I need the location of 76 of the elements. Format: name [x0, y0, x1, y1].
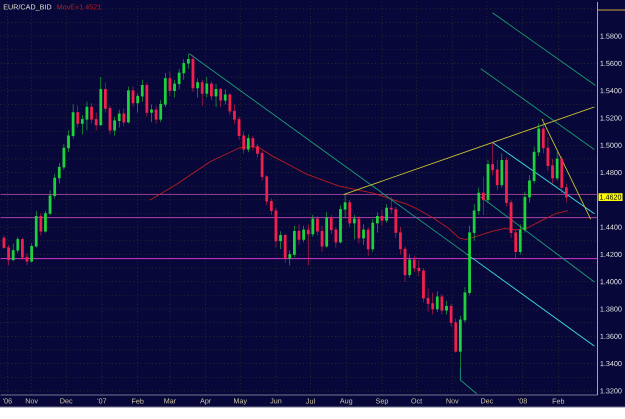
candlestick: [450, 303, 453, 328]
candlestick: [127, 86, 130, 124]
candlestick: [219, 88, 222, 108]
candlestick: [362, 224, 365, 246]
candlestick: [394, 206, 398, 238]
candlestick: [306, 224, 310, 266]
candlestick: [496, 160, 499, 191]
candlestick: [311, 214, 314, 237]
candlestick: [224, 89, 227, 105]
candlestick: [477, 187, 480, 216]
candlestick: [500, 153, 504, 188]
candlestick: [408, 254, 412, 278]
candlestick: [210, 80, 213, 101]
candlestick: [246, 134, 250, 152]
candlestick: [454, 318, 458, 353]
candlestick: [491, 142, 494, 176]
candlestick: [265, 175, 268, 206]
candlestick: [556, 152, 559, 182]
candlestick: [159, 100, 162, 122]
candlestick: [136, 93, 140, 113]
candlestick: [284, 234, 287, 263]
candlestick: [76, 105, 80, 128]
candlestick: [34, 210, 38, 248]
candlestick: [186, 54, 190, 70]
candlestick: [352, 214, 356, 240]
candlestick: [150, 104, 153, 122]
candlestick: [302, 226, 305, 242]
candlestick: [436, 291, 439, 312]
candlestick: [486, 160, 490, 203]
candlestick: [58, 162, 61, 184]
candlestick: [565, 183, 568, 203]
candlestick: [288, 250, 292, 266]
candlestick: [348, 200, 352, 228]
candlestick: [99, 76, 102, 126]
candlestick: [242, 131, 246, 154]
candlestick: [366, 226, 370, 256]
candlestick: [12, 243, 15, 262]
candlestick: [293, 226, 296, 258]
candlestick: [371, 218, 374, 252]
candlestick: [145, 82, 148, 117]
candlestick: [560, 156, 564, 194]
line-series: [150, 146, 568, 240]
candlestick: [39, 213, 42, 236]
candlestick: [200, 80, 204, 106]
candlestick: [376, 212, 379, 233]
candlestick: [445, 300, 448, 315]
candlestick: [440, 294, 444, 315]
candlestick: [205, 76, 208, 98]
candlestick: [358, 216, 360, 244]
candlestick: [30, 243, 34, 263]
candlestick: [113, 116, 116, 136]
candlestick: [518, 224, 522, 255]
candlestick: [385, 204, 388, 224]
candlestick: [279, 230, 282, 250]
candlestick: [132, 86, 134, 108]
candlestick: [330, 214, 333, 234]
candlestick: [325, 212, 328, 248]
candlestick: [168, 71, 172, 96]
candlestick: [334, 226, 338, 248]
candlestick: [214, 84, 218, 108]
candlestick: [298, 224, 300, 246]
candlestick: [380, 209, 384, 226]
candlestick: [431, 292, 434, 315]
candlestick: [482, 176, 485, 216]
candlestick: [192, 54, 194, 92]
candlestick: [537, 123, 540, 156]
candlestick: [196, 78, 199, 98]
candlestick: [412, 256, 416, 272]
candlestick: [390, 196, 393, 214]
candlestick: [164, 72, 167, 108]
candlestick: [140, 80, 144, 102]
candlestick: [16, 236, 20, 254]
candlestick: [118, 110, 121, 128]
candlestick: [122, 108, 126, 126]
candlestick: [182, 59, 186, 80]
candlestick: [154, 105, 158, 124]
